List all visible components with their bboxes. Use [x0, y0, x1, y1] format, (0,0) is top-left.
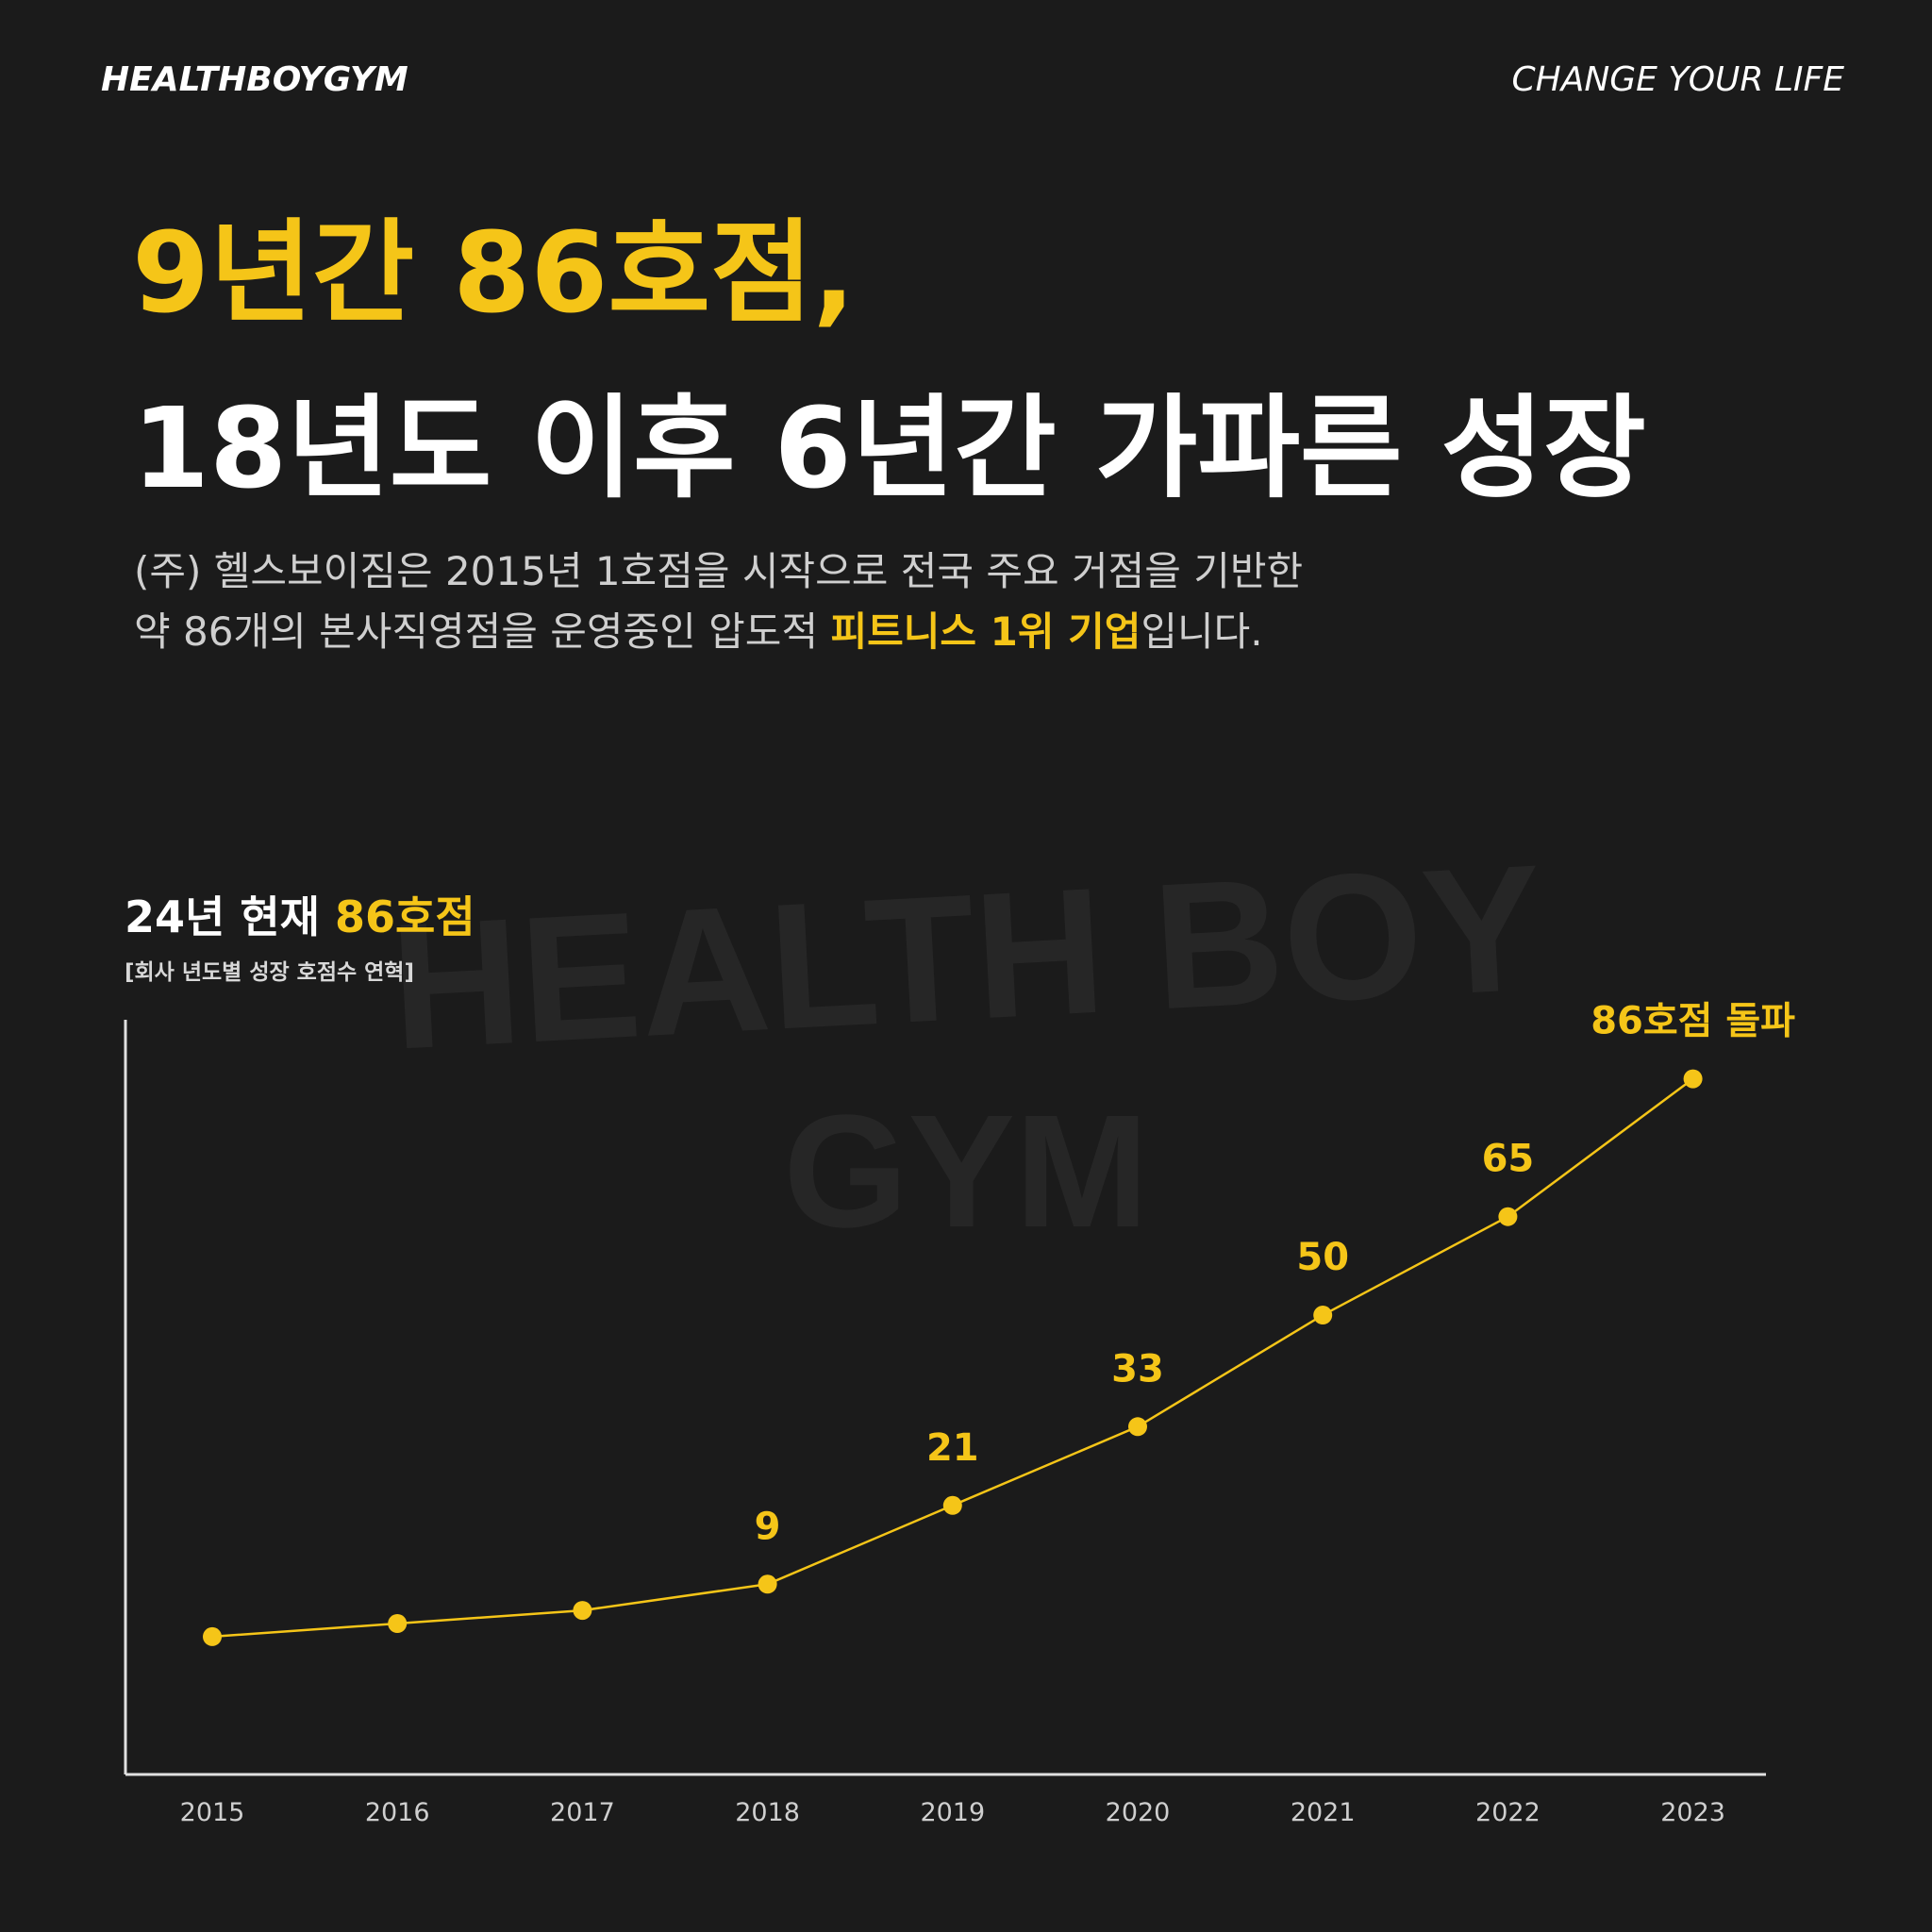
data-label: 33	[1111, 1347, 1164, 1391]
point	[573, 1601, 592, 1621]
slogan: CHANGE YOUR LIFE	[1512, 60, 1845, 99]
description: (주) 헬스보이짐은 2015년 1호점을 시작으로 전국 주요 거점을 기반한	[134, 548, 1303, 594]
chart-title-highlight: 86호점	[335, 891, 475, 942]
description-highlight: 피트니스 1위 기업	[830, 608, 1141, 655]
x-tick-label: 2019	[920, 1798, 985, 1827]
point	[203, 1626, 222, 1646]
data-label: 50	[1296, 1236, 1349, 1279]
x-tick-label: 2015	[180, 1798, 245, 1827]
description: 약 86개의 본사직영점을 운영중인 압도적 피트니스 1위 기업입니다.	[134, 608, 1263, 655]
x-tick-label: 2020	[1106, 1798, 1171, 1827]
x-tick-label: 2022	[1475, 1798, 1541, 1827]
x-tick-label: 2017	[550, 1798, 615, 1827]
headline: 18년도 이후 6년간 가파른 성장	[132, 383, 1646, 513]
point	[942, 1495, 962, 1515]
data-label: 21	[926, 1426, 979, 1470]
x-tick-label: 2018	[735, 1798, 800, 1827]
data-label: 9	[755, 1505, 781, 1548]
data-label: 86호점 돌파	[1591, 1000, 1795, 1043]
point	[1683, 1069, 1703, 1089]
x-tick-label: 2016	[365, 1798, 430, 1827]
point	[1313, 1306, 1333, 1325]
point	[1128, 1417, 1147, 1437]
chart-title-text: 24년 현재	[125, 891, 335, 942]
point	[758, 1574, 777, 1594]
watermark-line: GYM	[783, 1082, 1148, 1261]
brand: HEALTHBOYGYM	[101, 60, 408, 99]
chart-title: 24년 현재 86호점	[125, 891, 475, 942]
headline: 9년간 86호점,	[132, 208, 855, 338]
x-tick-label: 2021	[1291, 1798, 1356, 1827]
description-text: 약 86개의 본사직영점을 운영중인 압도적	[134, 608, 830, 655]
point	[388, 1614, 408, 1633]
x-tick-label: 2023	[1660, 1798, 1725, 1827]
description-text: 입니다.	[1141, 608, 1262, 655]
data-label: 65	[1482, 1138, 1535, 1181]
chart-subtitle: [회사 년도별 성장 호점수 연혁]	[125, 960, 414, 985]
point	[1498, 1207, 1518, 1226]
